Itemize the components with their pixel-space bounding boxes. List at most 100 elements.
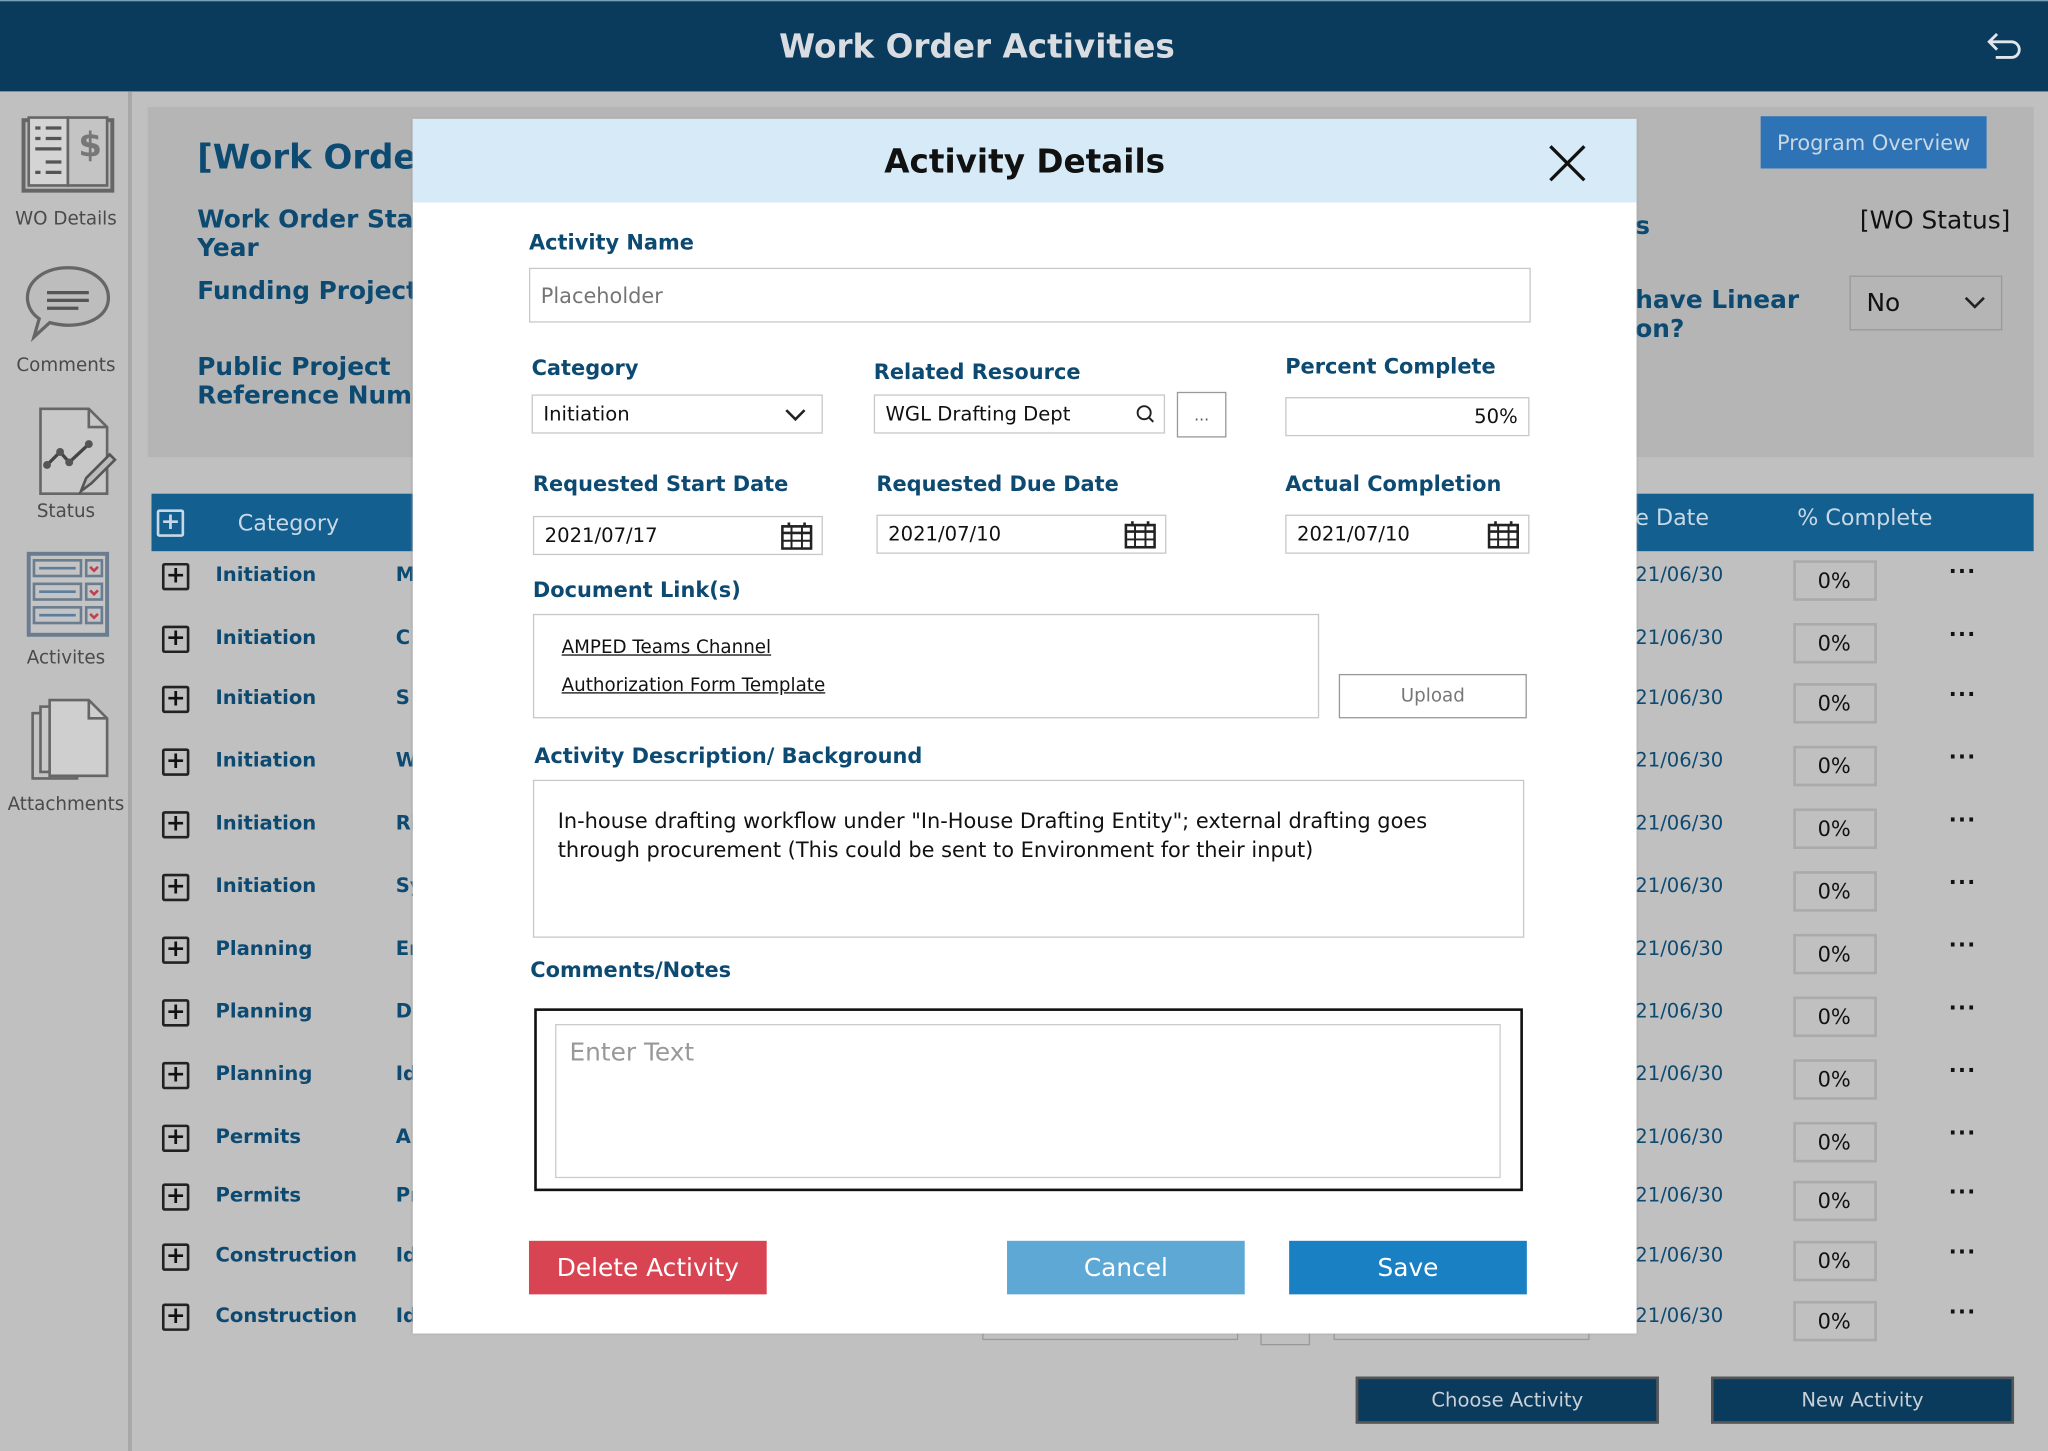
- row-category: Permits: [215, 1183, 301, 1207]
- expand-row-icon[interactable]: +: [161, 936, 190, 964]
- row-percent-complete[interactable]: 0%: [1793, 808, 1877, 849]
- expand-row-icon[interactable]: +: [161, 625, 190, 654]
- cancel-button[interactable]: Cancel: [1007, 1240, 1245, 1295]
- row-category: Initiation: [215, 811, 317, 835]
- linear-label: have Linear: [1635, 286, 1800, 315]
- ellipsis-icon[interactable]: ···: [1948, 744, 1977, 770]
- activity-details-dialog: Activity Details Activity Name Category …: [412, 118, 1637, 1334]
- sidebar-item-label: Attachments: [7, 794, 125, 816]
- row-percent-complete[interactable]: 0%: [1793, 623, 1877, 664]
- description-textarea[interactable]: In-house drafting workflow under "In-Hou…: [532, 779, 1525, 938]
- undo-arrow-icon[interactable]: [1985, 30, 2024, 64]
- row-due-date: 21/06/30: [1635, 873, 1724, 898]
- form-checklist-icon: [26, 551, 110, 637]
- speech-bubble-icon: [25, 266, 111, 343]
- svg-text:$: $: [78, 126, 102, 166]
- ellipsis-icon[interactable]: ···: [1948, 932, 1977, 958]
- row-due-date: 21/06/30: [1635, 1243, 1724, 1267]
- ellipsis-icon[interactable]: ···: [1948, 681, 1977, 707]
- activity-name-input[interactable]: [528, 267, 1531, 323]
- ellipsis-icon[interactable]: ···: [1948, 1299, 1977, 1325]
- delete-activity-button[interactable]: Delete Activity: [528, 1240, 767, 1295]
- row-percent-complete[interactable]: 0%: [1793, 996, 1877, 1038]
- row-category: Initiation: [215, 748, 317, 772]
- new-activity-button[interactable]: New Activity: [1711, 1376, 2015, 1424]
- ellipsis-icon[interactable]: ···: [1948, 1179, 1977, 1205]
- ellipsis-icon[interactable]: ···: [1948, 1057, 1977, 1083]
- expand-row-icon[interactable]: +: [161, 685, 190, 714]
- chevron-down-icon: [1964, 296, 1985, 309]
- document-link[interactable]: Authorization Form Template: [561, 675, 826, 697]
- start-date-picker[interactable]: 2021/07/17: [532, 515, 823, 556]
- row-percent-complete[interactable]: 0%: [1793, 560, 1877, 601]
- expand-row-icon[interactable]: +: [161, 1183, 190, 1211]
- ellipsis-icon[interactable]: ···: [1948, 869, 1977, 895]
- chart-document-pencil-icon: [39, 407, 117, 496]
- choose-activity-button[interactable]: Choose Activity: [1355, 1376, 1659, 1424]
- expand-row-icon[interactable]: +: [161, 1061, 190, 1090]
- ellipsis-icon[interactable]: ···: [1948, 995, 1977, 1021]
- row-category: Planning: [215, 1061, 313, 1086]
- close-icon[interactable]: [1548, 144, 1587, 183]
- category-select[interactable]: Initiation: [531, 394, 823, 434]
- column-header-category[interactable]: Category: [237, 510, 340, 537]
- calendar-icon[interactable]: [1487, 521, 1520, 549]
- row-category: Planning: [215, 999, 313, 1023]
- linear-dropdown[interactable]: No: [1849, 275, 2003, 331]
- related-resource-input[interactable]: WGL Drafting Dept: [873, 394, 1166, 434]
- row-percent-complete[interactable]: 0%: [1793, 871, 1877, 912]
- category-value: Initiation: [543, 402, 630, 426]
- sidebar-item-label: Activites: [26, 647, 106, 669]
- row-due-date: 21/06/30: [1635, 685, 1724, 710]
- calendar-icon[interactable]: [781, 522, 813, 550]
- program-overview-button[interactable]: Program Overview: [1760, 116, 1987, 169]
- ellipsis-icon[interactable]: ···: [1948, 621, 1977, 647]
- ellipsis-icon[interactable]: ···: [1948, 1120, 1977, 1146]
- chevron-down-icon: [785, 409, 806, 422]
- row-percent-complete[interactable]: 0%: [1793, 745, 1877, 787]
- row-percent-complete[interactable]: 0%: [1793, 1059, 1877, 1100]
- description-label: Activity Description/ Background: [534, 743, 923, 768]
- comments-textarea[interactable]: Enter Text: [555, 1023, 1501, 1179]
- dialog-title: Activity Details: [884, 142, 1166, 181]
- expand-row-icon[interactable]: +: [161, 999, 190, 1027]
- row-activity: Id: [395, 1061, 418, 1086]
- row-percent-complete[interactable]: 0%: [1793, 1121, 1877, 1163]
- save-button[interactable]: Save: [1289, 1240, 1527, 1295]
- upload-button[interactable]: Upload: [1338, 673, 1527, 719]
- linear-value: No: [1866, 288, 1901, 318]
- search-icon[interactable]: [1135, 404, 1156, 425]
- row-percent-complete[interactable]: 0%: [1793, 1240, 1877, 1282]
- ellipsis-icon[interactable]: ···: [1948, 559, 1977, 584]
- document-links-label: Document Link(s): [532, 577, 741, 603]
- actual-completion-picker[interactable]: 2021/07/10: [1285, 514, 1530, 554]
- sidebar: $ WO Details Comments Status Activites A…: [0, 91, 132, 1451]
- document-link[interactable]: AMPED Teams Channel: [561, 637, 772, 659]
- percent-complete-input[interactable]: 50%: [1285, 397, 1530, 437]
- expand-row-icon[interactable]: +: [161, 1243, 190, 1271]
- document-links-box: AMPED Teams Channel Authorization Form T…: [532, 613, 1320, 719]
- start-year-label-2: Year: [197, 233, 259, 263]
- expand-row-icon[interactable]: +: [161, 873, 190, 902]
- expand-row-icon[interactable]: +: [161, 1124, 190, 1152]
- expand-row-icon[interactable]: +: [161, 811, 190, 839]
- row-percent-complete[interactable]: 0%: [1793, 1300, 1877, 1342]
- start-year-label: Work Order Start: [197, 205, 438, 234]
- column-header-due-date[interactable]: e Date: [1635, 505, 1710, 532]
- resource-browse-button[interactable]: ...: [1176, 391, 1227, 438]
- expand-row-icon[interactable]: +: [161, 562, 190, 591]
- row-due-date: 21/06/30: [1635, 1183, 1724, 1207]
- expand-row-icon[interactable]: +: [161, 1303, 190, 1331]
- row-percent-complete[interactable]: 0%: [1793, 683, 1877, 724]
- row-percent-complete[interactable]: 0%: [1793, 933, 1877, 975]
- expand-row-icon[interactable]: +: [161, 748, 190, 776]
- calendar-icon[interactable]: [1124, 521, 1156, 549]
- ellipsis-icon[interactable]: ···: [1948, 807, 1977, 832]
- ellipsis-icon[interactable]: ···: [1948, 1239, 1977, 1265]
- column-header-complete[interactable]: % Complete: [1797, 505, 1933, 532]
- row-percent-complete[interactable]: 0%: [1793, 1180, 1877, 1222]
- expand-all-icon[interactable]: +: [156, 509, 185, 537]
- due-date-picker[interactable]: 2021/07/10: [876, 514, 1167, 554]
- actual-completion-label: Actual Completion: [1285, 471, 1502, 497]
